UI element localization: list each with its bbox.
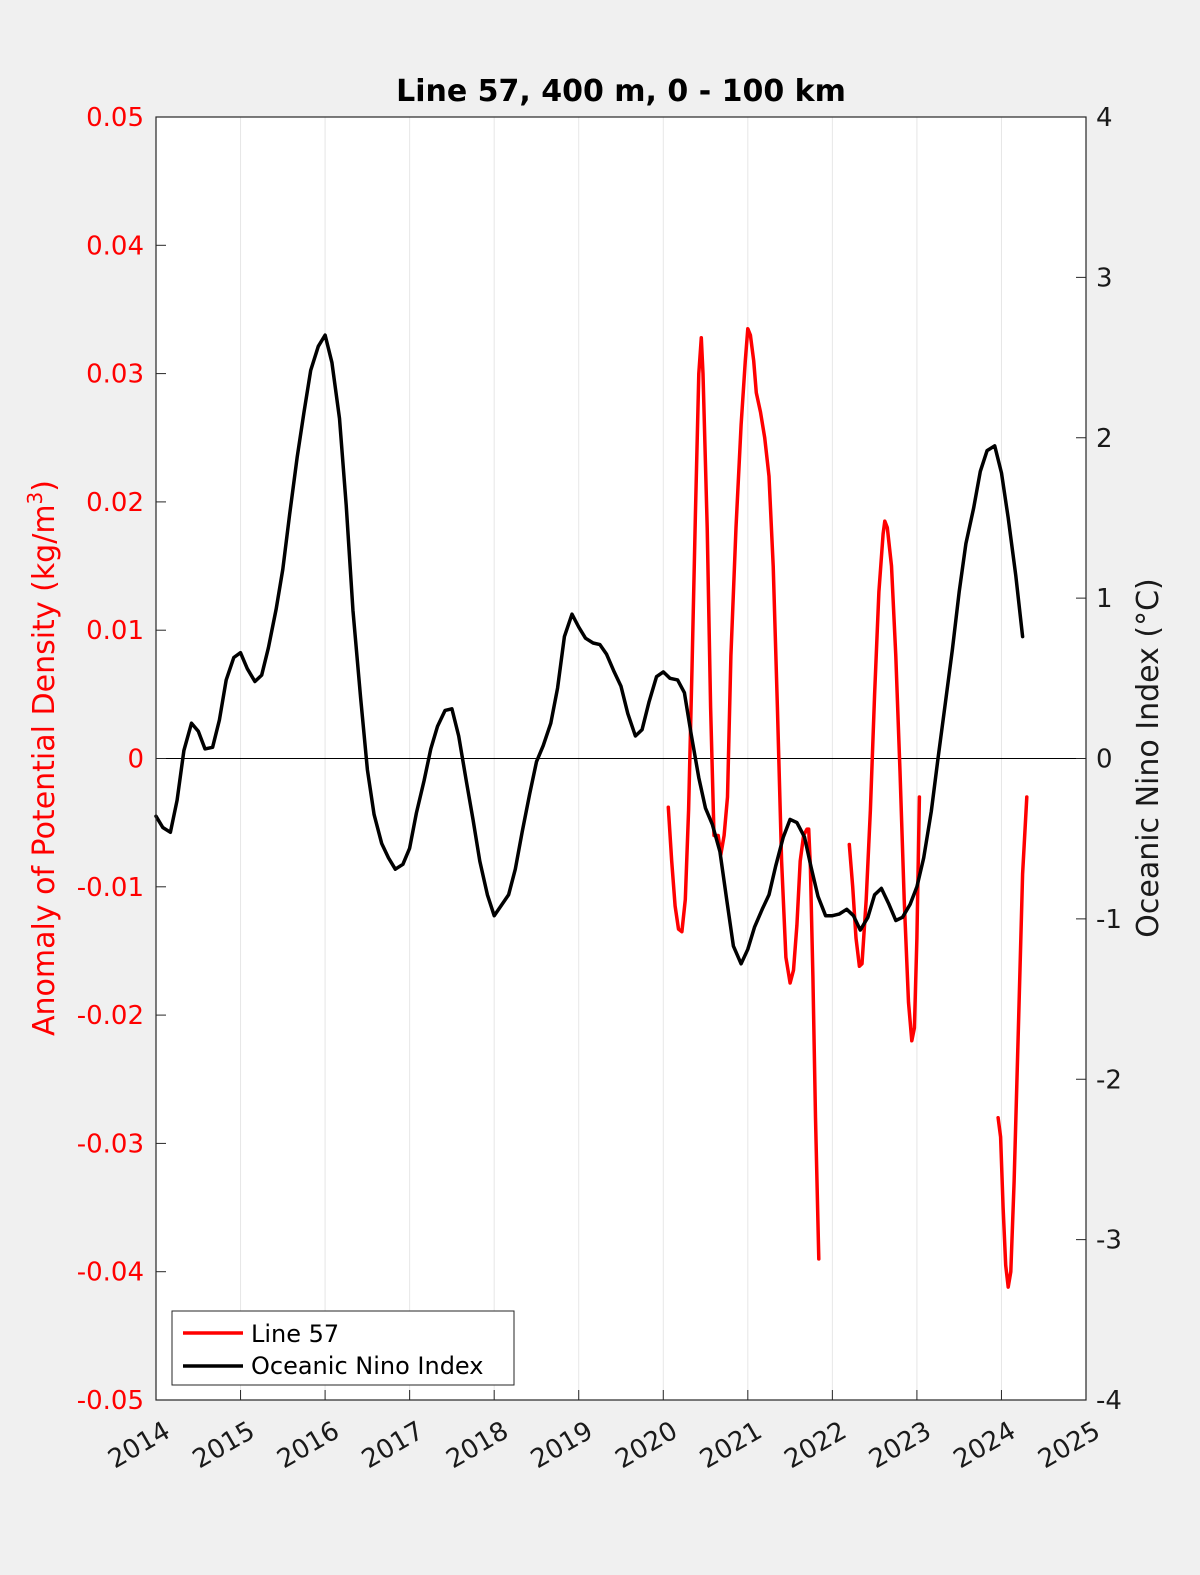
left-tick-label: -0.01 <box>77 873 144 903</box>
right-axis-ticks: 4 3 2 1 0 -1 -2 -3 -4 <box>1076 103 1122 1416</box>
line-57-segment-2 <box>847 519 922 1043</box>
right-tick-label: -2 <box>1096 1065 1122 1095</box>
chart-title: Line 57, 400 m, 0 - 100 km <box>396 74 846 109</box>
right-tick-label: 0 <box>1096 745 1113 775</box>
left-tick-label: 0.03 <box>86 360 144 390</box>
left-axis-label: Anomaly of Potential Density (kg/m3) <box>23 480 62 1036</box>
left-tick-label: 0 <box>127 745 144 775</box>
series-layer <box>154 326 1029 1289</box>
right-tick-label: -4 <box>1096 1386 1122 1416</box>
left-tick-label: 0.01 <box>86 616 144 646</box>
right-tick-label: 1 <box>1096 584 1113 614</box>
left-tick-label: -0.03 <box>77 1129 144 1159</box>
line-57-segment-3 <box>996 795 1029 1289</box>
right-tick-label: -3 <box>1096 1226 1122 1256</box>
right-tick-label: 3 <box>1096 263 1113 293</box>
left-tick-label: -0.04 <box>77 1258 144 1288</box>
legend-label-oni: Oceanic Nino Index <box>251 1352 483 1380</box>
right-tick-label: 2 <box>1096 424 1113 454</box>
left-axis-label-main: Anomaly of Potential Density (kg/m <box>27 504 62 1036</box>
left-tick-label: 0.04 <box>86 231 144 261</box>
left-axis-label-superscript: 3 <box>23 492 47 505</box>
left-tick-label: 0.02 <box>86 488 144 518</box>
right-axis-label: Oceanic Nino Index (°C) <box>1131 578 1166 938</box>
right-tick-label: -1 <box>1096 905 1122 935</box>
legend-label-line-57: Line 57 <box>251 1320 339 1348</box>
right-tick-label: 4 <box>1096 103 1113 133</box>
oceanic-nino-index-line <box>154 333 1025 966</box>
legend: Line 57 Oceanic Nino Index <box>171 1310 515 1386</box>
left-tick-label: -0.02 <box>77 1001 144 1031</box>
left-tick-label: 0.05 <box>86 103 144 133</box>
legend-box <box>171 1310 515 1386</box>
left-axis-label-close: ) <box>27 480 62 492</box>
left-tick-label: -0.05 <box>77 1386 144 1416</box>
line-57-segment-1 <box>666 326 821 1261</box>
left-axis-ticks: 0.05 0.04 0.03 0.02 0.01 0 -0.01 -0.02 -0.03 -0.0… <box>77 103 166 1416</box>
